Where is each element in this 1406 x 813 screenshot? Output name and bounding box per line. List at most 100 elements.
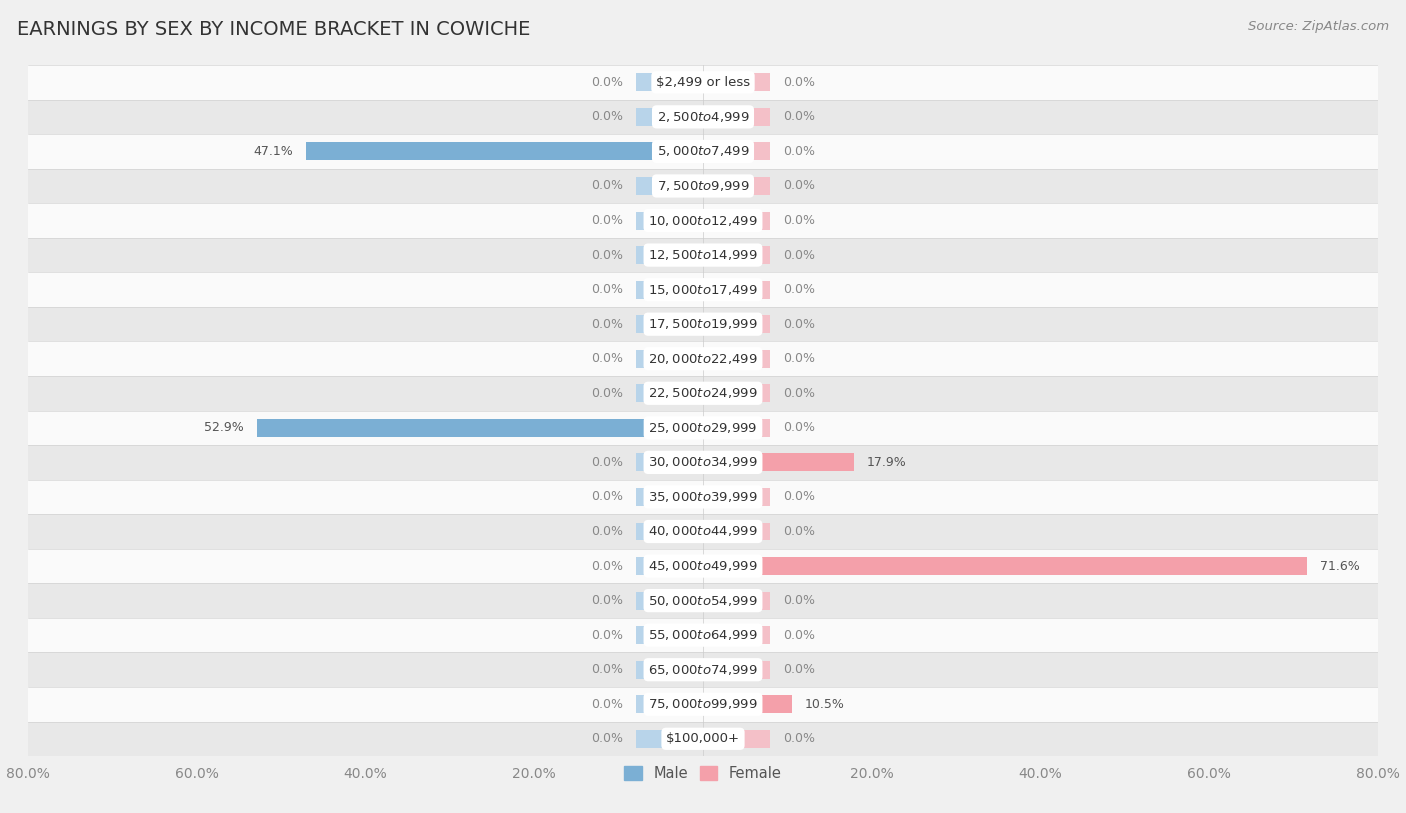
- Text: 10.5%: 10.5%: [804, 698, 844, 711]
- Text: 0.0%: 0.0%: [783, 352, 815, 365]
- Text: 0.0%: 0.0%: [591, 525, 623, 538]
- Bar: [703, 557, 1308, 575]
- Text: Source: ZipAtlas.com: Source: ZipAtlas.com: [1249, 20, 1389, 33]
- Text: $25,000 to $29,999: $25,000 to $29,999: [648, 421, 758, 435]
- Text: 0.0%: 0.0%: [783, 594, 815, 607]
- Bar: [636, 350, 703, 367]
- Text: 0.0%: 0.0%: [783, 180, 815, 193]
- Text: $7,500 to $9,999: $7,500 to $9,999: [657, 179, 749, 193]
- Text: 0.0%: 0.0%: [591, 387, 623, 400]
- Text: 0.0%: 0.0%: [591, 628, 623, 641]
- Bar: [636, 454, 703, 472]
- Text: $30,000 to $34,999: $30,000 to $34,999: [648, 455, 758, 469]
- Bar: [703, 454, 853, 472]
- Text: 0.0%: 0.0%: [783, 76, 815, 89]
- Bar: [636, 695, 703, 713]
- Text: 0.0%: 0.0%: [591, 733, 623, 746]
- Bar: [636, 246, 703, 264]
- Text: EARNINGS BY SEX BY INCOME BRACKET IN COWICHE: EARNINGS BY SEX BY INCOME BRACKET IN COW…: [17, 20, 530, 39]
- Bar: [28, 549, 1378, 583]
- Bar: [305, 142, 703, 160]
- Text: 0.0%: 0.0%: [591, 111, 623, 124]
- Bar: [28, 307, 1378, 341]
- Text: $45,000 to $49,999: $45,000 to $49,999: [648, 559, 758, 573]
- Text: 0.0%: 0.0%: [783, 111, 815, 124]
- Bar: [703, 211, 770, 229]
- Bar: [703, 108, 770, 126]
- Text: 0.0%: 0.0%: [591, 180, 623, 193]
- Text: $22,500 to $24,999: $22,500 to $24,999: [648, 386, 758, 400]
- Text: $20,000 to $22,499: $20,000 to $22,499: [648, 352, 758, 366]
- Text: 0.0%: 0.0%: [591, 698, 623, 711]
- Text: $10,000 to $12,499: $10,000 to $12,499: [648, 214, 758, 228]
- Text: $35,000 to $39,999: $35,000 to $39,999: [648, 490, 758, 504]
- Bar: [28, 272, 1378, 307]
- Bar: [28, 722, 1378, 756]
- Text: 0.0%: 0.0%: [591, 318, 623, 331]
- Text: 0.0%: 0.0%: [591, 559, 623, 572]
- Bar: [28, 168, 1378, 203]
- Text: 0.0%: 0.0%: [591, 352, 623, 365]
- Text: $12,500 to $14,999: $12,500 to $14,999: [648, 248, 758, 262]
- Bar: [28, 583, 1378, 618]
- Text: 71.6%: 71.6%: [1320, 559, 1360, 572]
- Bar: [703, 246, 770, 264]
- Bar: [703, 350, 770, 367]
- Bar: [28, 411, 1378, 445]
- Text: $65,000 to $74,999: $65,000 to $74,999: [648, 663, 758, 676]
- Bar: [703, 592, 770, 610]
- Text: 0.0%: 0.0%: [591, 663, 623, 676]
- Bar: [28, 99, 1378, 134]
- Bar: [28, 652, 1378, 687]
- Bar: [28, 203, 1378, 237]
- Text: $55,000 to $64,999: $55,000 to $64,999: [648, 628, 758, 642]
- Text: 0.0%: 0.0%: [783, 214, 815, 227]
- Bar: [703, 626, 770, 644]
- Text: 0.0%: 0.0%: [783, 145, 815, 158]
- Bar: [636, 177, 703, 195]
- Bar: [703, 177, 770, 195]
- Bar: [636, 523, 703, 541]
- Bar: [28, 445, 1378, 480]
- Text: 0.0%: 0.0%: [591, 456, 623, 469]
- Text: 0.0%: 0.0%: [591, 76, 623, 89]
- Bar: [703, 315, 770, 333]
- Bar: [703, 730, 770, 748]
- Bar: [703, 488, 770, 506]
- Bar: [28, 618, 1378, 652]
- Text: $75,000 to $99,999: $75,000 to $99,999: [648, 698, 758, 711]
- Bar: [636, 385, 703, 402]
- Bar: [703, 523, 770, 541]
- Text: 0.0%: 0.0%: [783, 733, 815, 746]
- Text: $100,000+: $100,000+: [666, 733, 740, 746]
- Bar: [28, 514, 1378, 549]
- Bar: [257, 419, 703, 437]
- Bar: [636, 280, 703, 298]
- Text: $40,000 to $44,999: $40,000 to $44,999: [648, 524, 758, 538]
- Text: $15,000 to $17,499: $15,000 to $17,499: [648, 283, 758, 297]
- Text: 0.0%: 0.0%: [591, 214, 623, 227]
- Text: 0.0%: 0.0%: [591, 283, 623, 296]
- Text: 0.0%: 0.0%: [591, 249, 623, 262]
- Text: $2,499 or less: $2,499 or less: [657, 76, 749, 89]
- Bar: [703, 142, 770, 160]
- Bar: [636, 730, 703, 748]
- Text: 0.0%: 0.0%: [591, 594, 623, 607]
- Bar: [28, 237, 1378, 272]
- Text: 52.9%: 52.9%: [204, 421, 245, 434]
- Bar: [636, 73, 703, 91]
- Text: 0.0%: 0.0%: [783, 387, 815, 400]
- Bar: [636, 626, 703, 644]
- Text: 17.9%: 17.9%: [866, 456, 907, 469]
- Text: 0.0%: 0.0%: [783, 318, 815, 331]
- Bar: [28, 134, 1378, 168]
- Bar: [28, 341, 1378, 376]
- Bar: [703, 385, 770, 402]
- Bar: [636, 557, 703, 575]
- Bar: [636, 315, 703, 333]
- Text: 0.0%: 0.0%: [783, 283, 815, 296]
- Bar: [636, 592, 703, 610]
- Bar: [636, 211, 703, 229]
- Bar: [636, 488, 703, 506]
- Text: 0.0%: 0.0%: [783, 421, 815, 434]
